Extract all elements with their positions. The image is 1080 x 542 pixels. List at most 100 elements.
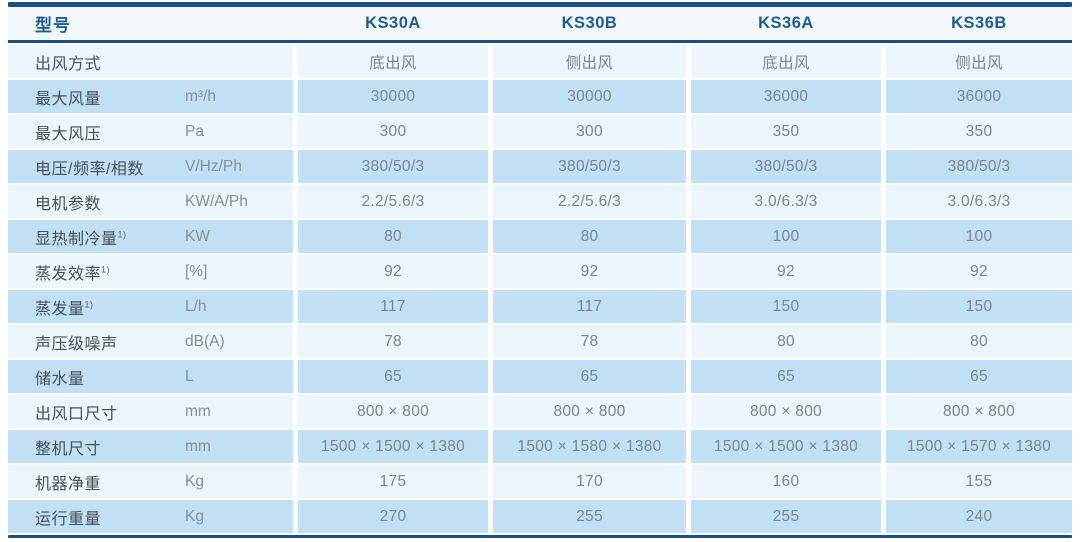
value-cell: 800 × 800 xyxy=(298,395,488,428)
value-cell: 78 xyxy=(493,325,686,358)
value-cell: 350 xyxy=(886,115,1072,148)
value-cell: 150 xyxy=(691,290,881,323)
value-cell: 1500 × 1570 × 1380 xyxy=(886,430,1072,463)
value-cell: 155 xyxy=(886,465,1072,498)
table-row: 电压/频率/相数 V/Hz/Ph 380/50/3 380/50/3 380/50/3 3… xyxy=(8,150,1072,183)
value-cell: 底出风 xyxy=(691,45,881,78)
value-cell: 160 xyxy=(691,465,881,498)
table-row: 声压级噪声 dB(A) 78 78 80 80 xyxy=(8,325,1072,358)
row-label: 声压级噪声 xyxy=(35,335,118,353)
value-cell: 65 xyxy=(886,360,1072,393)
value-cell: 175 xyxy=(298,465,488,498)
value-cell: 30000 xyxy=(298,80,488,113)
table-top-border xyxy=(8,2,1072,7)
row-header-cell: 蒸发量1) L/h xyxy=(8,290,293,323)
row-header-cell: 运行重量 Kg xyxy=(8,500,293,533)
value-cell: 80 xyxy=(493,220,686,253)
row-label: 电机参数 xyxy=(35,195,102,213)
value-cell: 65 xyxy=(691,360,881,393)
row-label: 出风方式 xyxy=(35,55,102,73)
value-cell: 1500 × 1500 × 1380 xyxy=(691,430,881,463)
row-header-cell: 整机尺寸 mm xyxy=(8,430,293,463)
table-bottom-border xyxy=(8,535,1072,538)
row-unit: m³/h xyxy=(185,87,216,105)
row-unit: KW xyxy=(185,227,210,245)
row-header-cell: 机器净重 Kg xyxy=(8,465,293,498)
value-cell: 800 × 800 xyxy=(886,395,1072,428)
row-header-cell: 声压级噪声 dB(A) xyxy=(8,325,293,358)
value-cell: 2.2/5.6/3 xyxy=(493,185,686,218)
row-header-cell: 显热制冷量1) KW xyxy=(8,220,293,253)
header-model-column-label: 型号 xyxy=(35,16,71,35)
row-header-cell: 出风口尺寸 mm xyxy=(8,395,293,428)
value-cell: 150 xyxy=(886,290,1072,323)
row-header-cell: 储水量 L xyxy=(8,360,293,393)
value-cell: 65 xyxy=(493,360,686,393)
table-row: 出风方式 底出风 侧出风 底出风 侧出风 xyxy=(8,45,1072,78)
value-cell: 800 × 800 xyxy=(691,395,881,428)
value-cell: 92 xyxy=(298,255,488,288)
value-cell: 300 xyxy=(298,115,488,148)
row-header-cell: 电压/频率/相数 V/Hz/Ph xyxy=(8,150,293,183)
table-row: 储水量 L 65 65 65 65 xyxy=(8,360,1072,393)
value-cell: 底出风 xyxy=(298,45,488,78)
row-label: 最大风量 xyxy=(35,90,102,108)
table-row: 蒸发量1) L/h 117 117 150 150 xyxy=(8,290,1072,323)
value-cell: 92 xyxy=(493,255,686,288)
row-label: 储水量 xyxy=(35,370,85,388)
value-cell: 380/50/3 xyxy=(493,150,686,183)
row-header-cell: 电机参数 KW/A/Ph xyxy=(8,185,293,218)
table-row: 最大风量 m³/h 30000 30000 36000 36000 xyxy=(8,80,1072,113)
row-unit: Kg xyxy=(185,472,204,490)
value-cell: 3.0/6.3/3 xyxy=(691,185,881,218)
row-unit: mm xyxy=(185,402,211,420)
value-cell: 92 xyxy=(886,255,1072,288)
value-cell: 240 xyxy=(886,500,1072,533)
table-row: 最大风压 Pa 300 300 350 350 xyxy=(8,115,1072,148)
row-label: 整机尺寸 xyxy=(35,440,102,458)
row-unit: Pa xyxy=(185,122,204,140)
row-unit: Kg xyxy=(185,507,204,525)
row-unit: dB(A) xyxy=(185,332,225,350)
value-cell: 1500 × 1580 × 1380 xyxy=(493,430,686,463)
value-cell: 2.2/5.6/3 xyxy=(298,185,488,218)
value-cell: 100 xyxy=(886,220,1072,253)
value-cell: 3.0/6.3/3 xyxy=(886,185,1072,218)
row-unit: L/h xyxy=(185,297,207,315)
value-cell: 117 xyxy=(493,290,686,323)
value-cell: 30000 xyxy=(493,80,686,113)
value-cell: 1500 × 1500 × 1380 xyxy=(298,430,488,463)
value-cell: 380/50/3 xyxy=(691,150,881,183)
footnote-marker: 1) xyxy=(84,299,94,310)
row-label: 显热制冷量1) xyxy=(35,229,127,248)
value-cell: 80 xyxy=(298,220,488,253)
value-cell: 80 xyxy=(691,325,881,358)
value-cell: 380/50/3 xyxy=(886,150,1072,183)
value-cell: 92 xyxy=(691,255,881,288)
table-row: 电机参数 KW/A/Ph 2.2/5.6/3 2.2/5.6/3 3.0/6.3/3 3.… xyxy=(8,185,1072,218)
row-label: 蒸发效率1) xyxy=(35,264,111,283)
row-unit: L xyxy=(185,367,194,385)
header-model-ks36a: KS36A xyxy=(758,14,814,32)
value-cell: 300 xyxy=(493,115,686,148)
row-label: 机器净重 xyxy=(35,475,102,493)
value-cell: 65 xyxy=(298,360,488,393)
row-unit: V/Hz/Ph xyxy=(185,157,242,175)
value-cell: 270 xyxy=(298,500,488,533)
header-model-ks30b: KS30B xyxy=(561,14,618,32)
row-header-cell: 最大风量 m³/h xyxy=(8,80,293,113)
table-row: 显热制冷量1) KW 80 80 100 100 xyxy=(8,220,1072,253)
row-label: 蒸发量1) xyxy=(35,299,94,318)
table-body: 出风方式 底出风 侧出风 底出风 侧出风 最大风量 m³/h 30000 30000 36000 3… xyxy=(8,45,1072,533)
header-model-ks36b: KS36B xyxy=(951,14,1007,32)
table-row: 运行重量 Kg 270 255 255 240 xyxy=(8,500,1072,533)
value-cell: 380/50/3 xyxy=(298,150,488,183)
footnote-marker: 1) xyxy=(117,229,127,240)
value-cell: 255 xyxy=(493,500,686,533)
row-header-cell: 出风方式 xyxy=(8,45,293,78)
value-cell: 36000 xyxy=(691,80,881,113)
value-cell: 80 xyxy=(886,325,1072,358)
row-label: 运行重量 xyxy=(35,510,102,528)
value-cell: 350 xyxy=(691,115,881,148)
